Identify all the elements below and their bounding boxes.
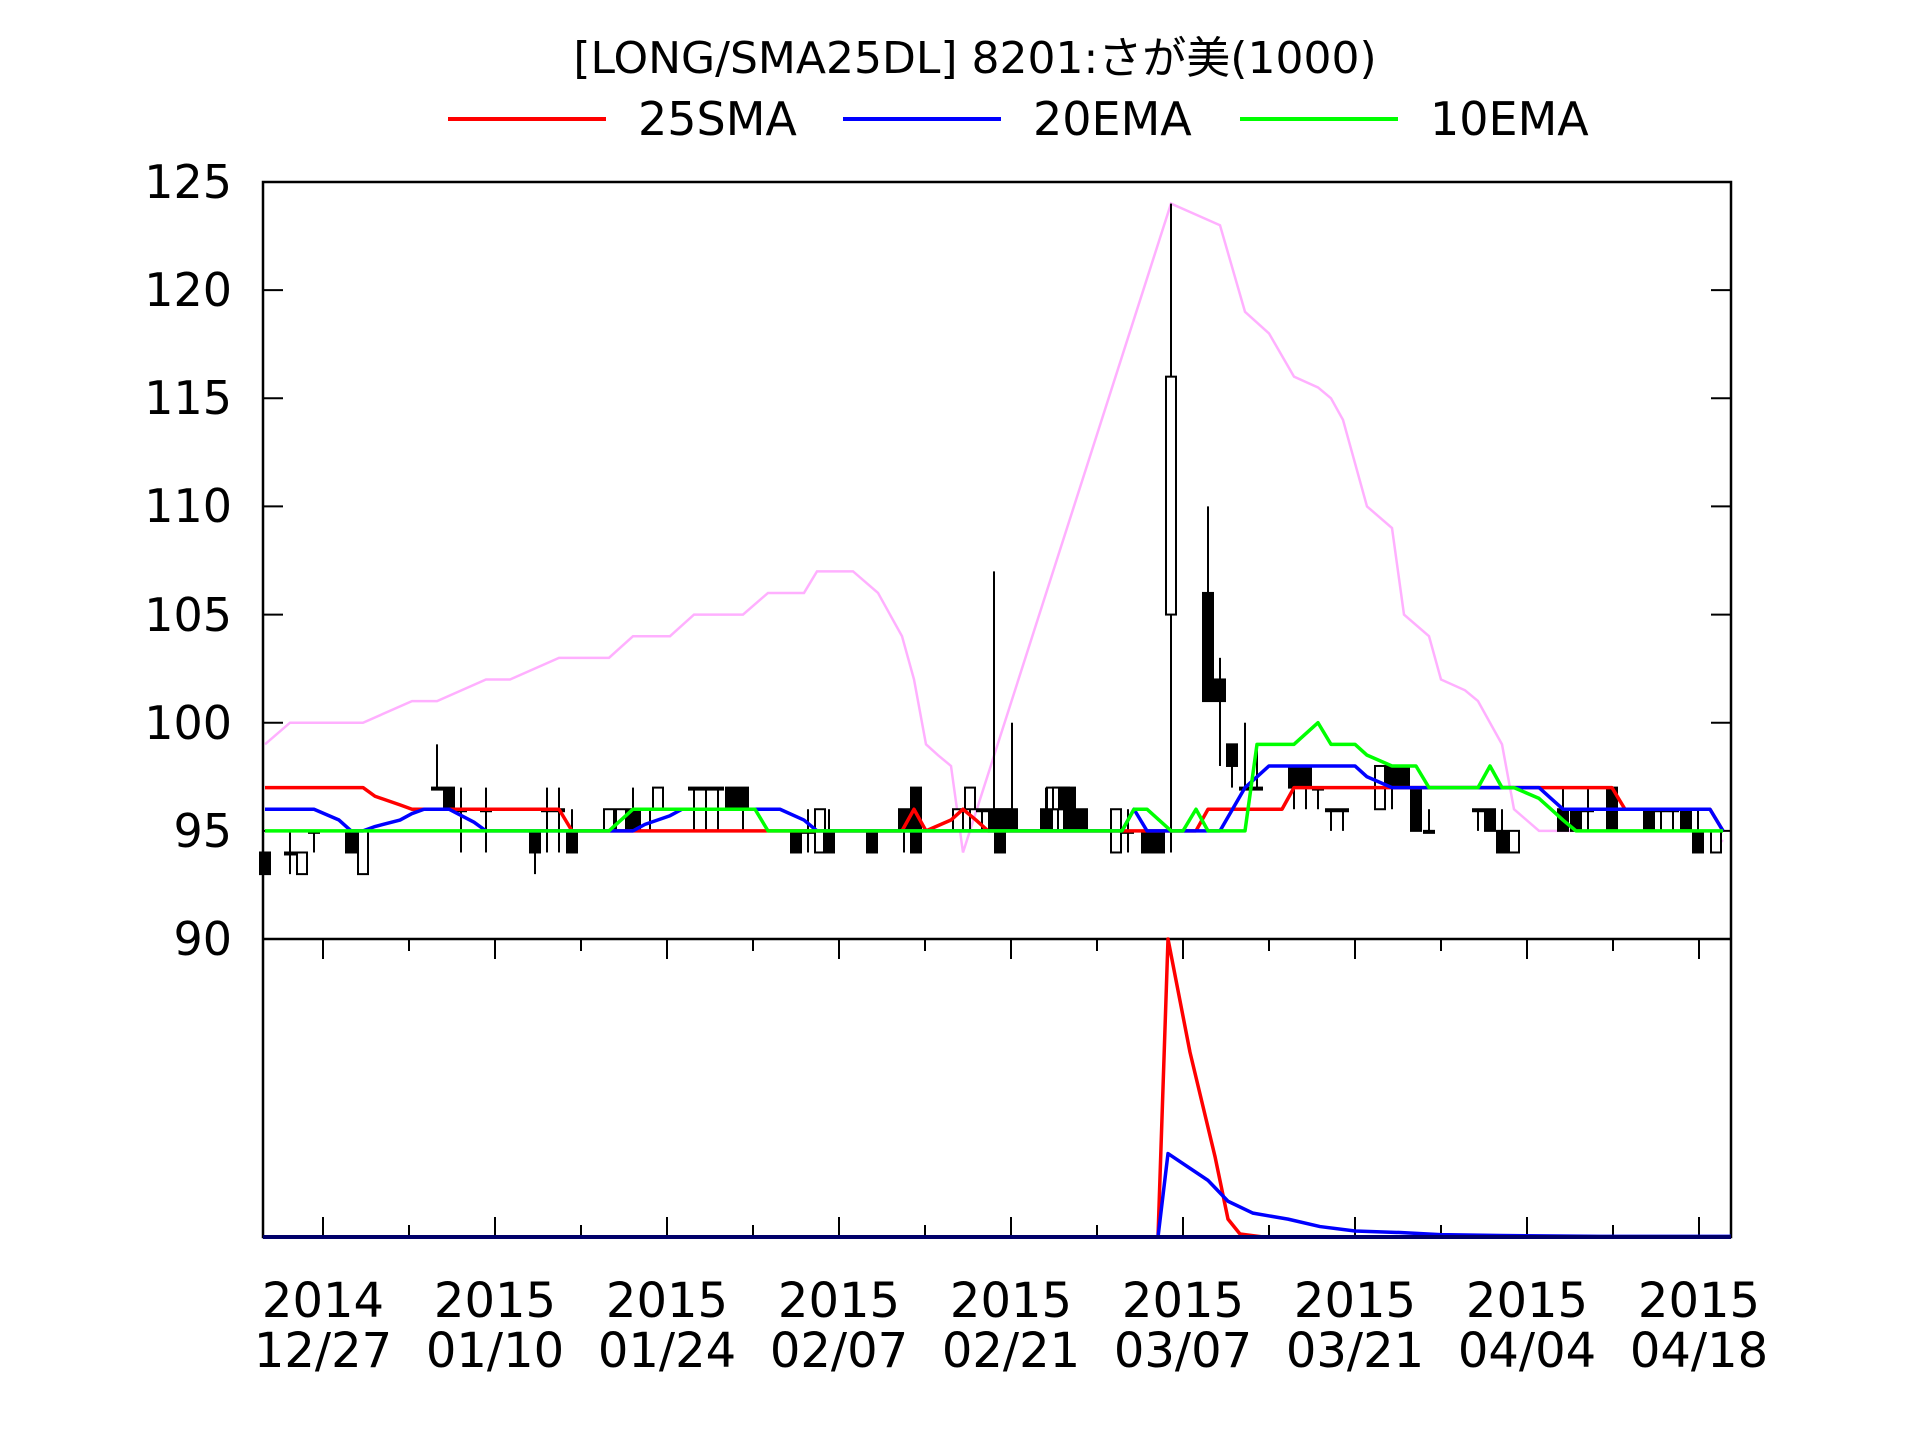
x-tick-year: 2015 bbox=[605, 1273, 729, 1329]
candle-body bbox=[529, 829, 541, 854]
candle-body bbox=[790, 829, 802, 854]
x-tick-year: 2015 bbox=[1465, 1273, 1589, 1329]
candle-body bbox=[1643, 808, 1655, 832]
legend-label: 25SMA bbox=[638, 92, 797, 146]
candle-body bbox=[1398, 764, 1410, 789]
x-tick-date: 03/21 bbox=[1285, 1323, 1425, 1379]
y-tick-label: 95 bbox=[173, 803, 232, 858]
x-tick-year: 2015 bbox=[1121, 1273, 1245, 1329]
candle-body bbox=[737, 786, 749, 811]
x-tick-date: 01/24 bbox=[597, 1323, 737, 1379]
legend-label: 20EMA bbox=[1033, 92, 1192, 146]
legend-swatch-green bbox=[1240, 117, 1398, 121]
candle-body bbox=[357, 829, 369, 876]
x-tick-label: 2015 02/21 bbox=[911, 1276, 1111, 1376]
candle-body bbox=[964, 786, 976, 811]
candle-body bbox=[823, 829, 835, 854]
candle-body bbox=[688, 786, 700, 791]
candle-body bbox=[443, 786, 455, 811]
candle-body bbox=[1226, 743, 1238, 767]
legend: 25SMA 20EMA 10EMA bbox=[0, 92, 1920, 152]
x-tick-date: 03/07 bbox=[1113, 1323, 1253, 1379]
legend-item-10ema: 10EMA bbox=[1240, 92, 1589, 146]
candle-body bbox=[1288, 764, 1300, 789]
x-tick-label: 2015 03/21 bbox=[1255, 1276, 1455, 1376]
x-tick-year: 2015 bbox=[777, 1273, 901, 1329]
volume-line-volume bbox=[263, 937, 1731, 1239]
x-tick-year: 2015 bbox=[1293, 1273, 1417, 1329]
x-tick-year: 2015 bbox=[1637, 1273, 1761, 1329]
candle-body bbox=[1692, 829, 1704, 854]
x-tick-label: 2015 04/04 bbox=[1427, 1276, 1627, 1376]
candle-body bbox=[1337, 808, 1349, 813]
candle-body bbox=[1484, 808, 1496, 832]
candle-body bbox=[296, 851, 308, 876]
y-tick-label: 100 bbox=[144, 695, 232, 750]
legend-item-20ema: 20EMA bbox=[843, 92, 1192, 146]
y-tick-label: 115 bbox=[144, 371, 232, 426]
candle-body bbox=[431, 786, 443, 791]
x-tick-date: 02/07 bbox=[769, 1323, 909, 1379]
candle-body bbox=[1251, 786, 1263, 791]
candle-body bbox=[725, 786, 737, 811]
x-tick-date: 04/04 bbox=[1457, 1323, 1597, 1379]
candle-body bbox=[1153, 829, 1165, 854]
candle-body bbox=[1710, 829, 1722, 854]
x-tick-label: 2015 01/10 bbox=[395, 1276, 595, 1376]
candle-body bbox=[345, 829, 357, 854]
candle-body bbox=[1165, 375, 1177, 616]
candle-body bbox=[976, 808, 988, 813]
y-tick-label: 120 bbox=[144, 263, 232, 318]
plot-frame bbox=[261, 180, 1733, 1239]
candle-body bbox=[1423, 829, 1435, 834]
candle-body bbox=[1680, 808, 1692, 832]
ma-line-10ema bbox=[265, 720, 1723, 833]
candle-body bbox=[1076, 808, 1088, 832]
candle-body bbox=[712, 786, 724, 791]
candle-body bbox=[1300, 764, 1312, 789]
x-tick-date: 12/27 bbox=[253, 1323, 393, 1379]
candle-body bbox=[1410, 786, 1422, 832]
candle-body bbox=[1141, 829, 1153, 854]
candle-body bbox=[1040, 808, 1052, 832]
candle-body bbox=[1202, 591, 1214, 703]
legend-item-25sma: 25SMA bbox=[448, 92, 797, 146]
y-tick-label: 110 bbox=[144, 479, 232, 534]
x-tick-year: 2015 bbox=[949, 1273, 1073, 1329]
candle-body bbox=[652, 786, 664, 811]
x-tick-year: 2014 bbox=[261, 1273, 385, 1329]
candle-body bbox=[284, 851, 296, 856]
candle-body bbox=[866, 829, 878, 854]
candle-body bbox=[1006, 808, 1018, 832]
candle-body bbox=[1472, 808, 1484, 813]
x-tick-label: 2015 02/07 bbox=[739, 1276, 939, 1376]
x-tick-label: 2015 01/24 bbox=[567, 1276, 767, 1376]
x-tick-date: 04/18 bbox=[1629, 1323, 1769, 1379]
legend-swatch-blue bbox=[843, 117, 1001, 121]
candle-body bbox=[566, 829, 578, 854]
candle-body bbox=[1325, 808, 1337, 813]
legend-swatch-red bbox=[448, 117, 606, 121]
y-tick-label: 90 bbox=[173, 912, 232, 966]
candle-body bbox=[1508, 829, 1520, 854]
legend-label: 10EMA bbox=[1430, 92, 1589, 146]
candle-body bbox=[1064, 786, 1076, 832]
x-tick-year: 2015 bbox=[433, 1273, 557, 1329]
candle-body bbox=[1214, 678, 1226, 703]
x-tick-label: 2015 04/18 bbox=[1599, 1276, 1799, 1376]
y-tick-label: 105 bbox=[144, 587, 232, 642]
x-tick-label: 2014 12/27 bbox=[223, 1276, 423, 1376]
volume-line-volume-avg bbox=[263, 1151, 1731, 1239]
candle-body bbox=[1496, 829, 1508, 854]
x-tick-label: 2015 03/07 bbox=[1083, 1276, 1283, 1376]
candle-body bbox=[259, 851, 271, 876]
y-tick-label: 125 bbox=[144, 155, 232, 209]
candle-body bbox=[700, 786, 712, 791]
chart-title: [LONG/SMA25DL] 8201:さが美(1000) bbox=[573, 33, 1377, 84]
x-tick-date: 02/21 bbox=[941, 1323, 1081, 1379]
x-tick-date: 01/10 bbox=[425, 1323, 565, 1379]
